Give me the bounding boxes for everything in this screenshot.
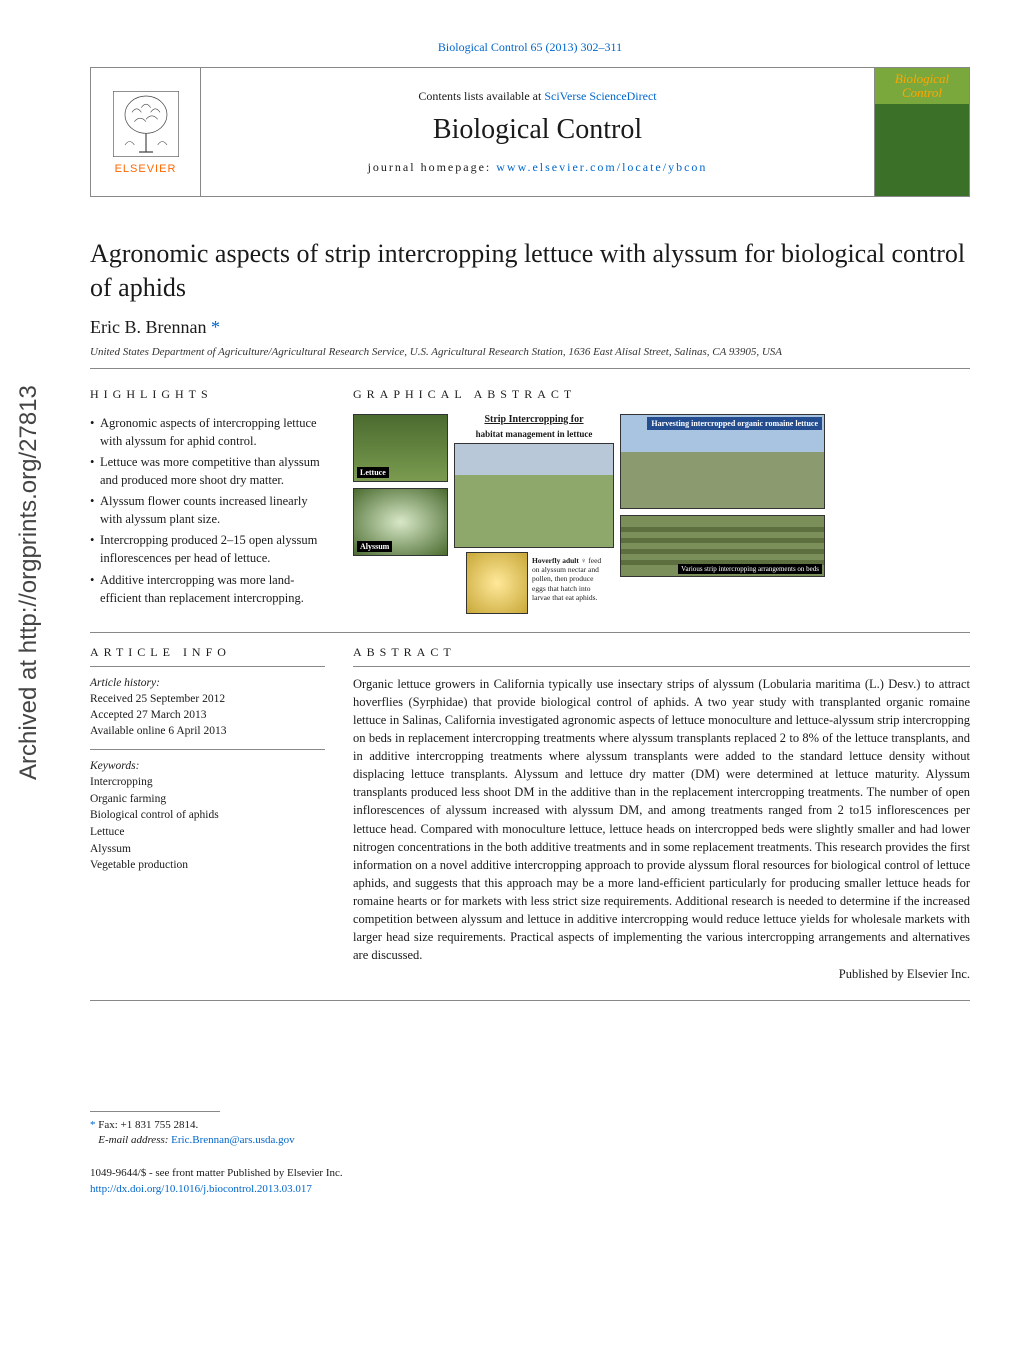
keyword-item: Organic farming [90,791,325,808]
sciencedirect-link[interactable]: SciVerse ScienceDirect [544,89,656,103]
front-matter-text: 1049-9644/$ - see front matter Published… [90,1166,970,1181]
ga-right: Harvesting intercropped organic romaine … [620,414,825,577]
footnote-separator [90,1111,220,1112]
author-footnote-link[interactable]: * [211,317,220,337]
journal-reference: Biological Control 65 (2013) 302–311 [90,40,970,55]
ga-caption-head: Hoverfly adult ♀ [532,556,586,565]
graphical-abstract-heading: GRAPHICAL ABSTRACT [353,387,970,402]
abstract-heading: ABSTRACT [353,645,970,667]
doi-link[interactable]: http://dx.doi.org/10.1016/j.biocontrol.2… [90,1183,312,1195]
ga-harvest-img: Harvesting intercropped organic romaine … [620,414,825,509]
archive-label: Archived at http://orgprints.org/27813 [15,385,43,780]
journal-ref-link[interactable]: Biological Control 65 (2013) 302–311 [438,40,622,54]
contents-line: Contents lists available at SciVerse Sci… [418,89,656,104]
header-center: Contents lists available at SciVerse Sci… [201,68,874,196]
highlight-item: Additive intercropping was more land-eff… [90,571,325,607]
ga-harvest-title: Harvesting intercropped organic romaine … [647,417,822,430]
journal-cover-thumb: Biological Control [874,68,969,196]
footnote-fax: Fax: +1 831 755 2814. [96,1119,199,1131]
divider [90,632,970,633]
keyword-item: Vegetable production [90,857,325,874]
journal-header-box: ELSEVIER Contents lists available at Sci… [90,67,970,197]
highlight-item: Lettuce was more competitive than alyssu… [90,453,325,489]
keywords-list: Intercropping Organic farming Biological… [90,774,325,874]
ga-beds-img: Various strip intercropping arrangements… [620,515,825,577]
publisher-line: Published by Elsevier Inc. [353,967,970,982]
highlight-item: Alyssum flower counts increased linearly… [90,492,325,528]
elsevier-logo: ELSEVIER [91,68,201,196]
ga-field-img [454,443,614,548]
history-head: Article history: [90,675,325,691]
keyword-item: Lettuce [90,824,325,841]
elsevier-tree-icon [111,89,181,159]
ga-middle: Strip Intercropping for habitat manageme… [454,414,614,614]
ga-alyssum-label: Alyssum [357,541,392,552]
highlights-column: HIGHLIGHTS Agronomic aspects of intercro… [90,387,325,614]
ga-title: Strip Intercropping for [484,414,583,425]
homepage-prefix: journal homepage: [368,160,497,174]
homepage-line: journal homepage: www.elsevier.com/locat… [368,160,708,175]
elsevier-text: ELSEVIER [115,163,177,175]
author-email-link[interactable]: Eric.Brennan@ars.usda.gov [171,1134,294,1146]
email-label: E-mail address: [98,1134,171,1146]
history-received: Received 25 September 2012 [90,691,325,707]
cover-top: Biological Control [875,68,969,104]
ga-lettuce-img: Lettuce [353,414,448,482]
abstract-text: Organic lettuce growers in California ty… [353,675,970,965]
affiliation: United States Department of Agriculture/… [90,346,970,369]
author-name: Eric B. Brennan * [90,317,970,338]
graphical-abstract-column: GRAPHICAL ABSTRACT Lettuce Alyssum Strip… [353,387,970,614]
abstract-column: ABSTRACT Organic lettuce growers in Cali… [353,645,970,982]
ga-alyssum-img: Alyssum [353,488,448,556]
highlights-list: Agronomic aspects of intercropping lettu… [90,414,325,607]
highlights-heading: HIGHLIGHTS [90,387,325,402]
journal-title: Biological Control [433,114,642,146]
ga-left-images: Lettuce Alyssum [353,414,448,556]
keyword-item: Biological control of aphids [90,807,325,824]
article-info-column: ARTICLE INFO Article history: Received 2… [90,645,325,982]
article-history: Article history: Received 25 September 2… [90,675,325,739]
history-accepted: Accepted 27 March 2013 [90,707,325,723]
keyword-item: Alyssum [90,841,325,858]
highlights-graphical-row: HIGHLIGHTS Agronomic aspects of intercro… [90,387,970,614]
article-info-heading: ARTICLE INFO [90,645,325,667]
keyword-item: Intercropping [90,774,325,791]
ga-lettuce-label: Lettuce [357,467,389,478]
cover-title-text: Biological Control [875,72,969,101]
ga-beds-caption: Various strip intercropping arrangements… [678,564,822,574]
ga-subtitle: habitat management in lettuce [476,429,593,439]
paper-title: Agronomic aspects of strip intercropping… [90,237,970,305]
info-divider [90,749,325,750]
homepage-link[interactable]: www.elsevier.com/locate/ybcon [496,160,707,174]
info-abstract-row: ARTICLE INFO Article history: Received 2… [90,645,970,982]
front-matter: 1049-9644/$ - see front matter Published… [90,1166,970,1197]
corresponding-footnote: * Fax: +1 831 755 2814. E-mail address: … [90,1118,970,1149]
cover-bottom [875,104,969,196]
keywords-heading: Keywords: [90,760,325,772]
ga-caption: Hoverfly adult ♀ feed on alyssum nectar … [532,556,602,614]
highlight-item: Intercropping produced 2–15 open alyssum… [90,531,325,567]
highlight-item: Agronomic aspects of intercropping lettu… [90,414,325,450]
divider [90,1000,970,1001]
ga-hoverfly-img [466,552,528,614]
contents-prefix: Contents lists available at [418,89,544,103]
graphical-abstract: Lettuce Alyssum Strip Intercropping for … [353,414,970,614]
history-online: Available online 6 April 2013 [90,723,325,739]
author-text: Eric B. Brennan [90,317,206,337]
